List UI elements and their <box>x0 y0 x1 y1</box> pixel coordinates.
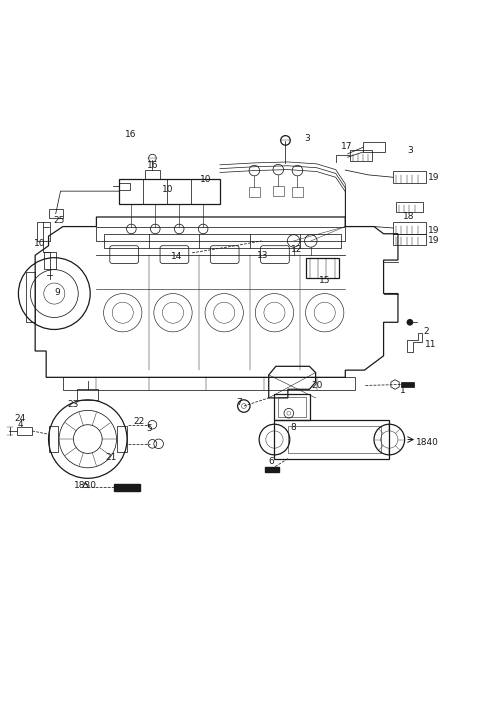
Text: 24: 24 <box>14 414 25 423</box>
Bar <box>292 187 303 197</box>
Bar <box>265 467 279 472</box>
Text: 1830: 1830 <box>74 482 97 491</box>
Bar <box>249 187 260 197</box>
Text: 13: 13 <box>257 251 269 260</box>
Bar <box>120 183 130 190</box>
Bar <box>77 390 98 400</box>
Text: 10: 10 <box>161 185 173 194</box>
Bar <box>396 201 423 212</box>
Text: 19: 19 <box>428 237 440 246</box>
Text: 19: 19 <box>428 173 440 183</box>
Text: 21: 21 <box>105 453 117 462</box>
Text: 20: 20 <box>311 381 322 390</box>
Text: 4: 4 <box>18 420 24 429</box>
Bar <box>48 209 63 218</box>
Text: 1: 1 <box>400 385 406 395</box>
Text: 25: 25 <box>53 216 65 225</box>
Text: 6: 6 <box>268 456 274 465</box>
Text: 18: 18 <box>403 211 414 220</box>
Text: 16: 16 <box>125 130 137 139</box>
Bar <box>393 171 426 183</box>
Bar <box>363 143 385 152</box>
Text: 19: 19 <box>428 226 440 235</box>
Bar <box>273 186 284 196</box>
Text: 14: 14 <box>171 252 182 260</box>
Text: 16: 16 <box>147 161 159 170</box>
Bar <box>114 484 141 491</box>
Text: 2: 2 <box>424 327 430 336</box>
Circle shape <box>407 319 413 326</box>
Text: 23: 23 <box>68 400 79 409</box>
Text: 9: 9 <box>54 288 60 297</box>
Bar <box>401 382 414 388</box>
Text: 1840: 1840 <box>416 438 439 447</box>
Text: 10: 10 <box>200 176 211 184</box>
Text: 3: 3 <box>304 133 310 143</box>
Bar <box>118 425 127 453</box>
Bar <box>275 394 311 420</box>
Text: 7: 7 <box>236 398 242 407</box>
Text: 10: 10 <box>34 239 46 249</box>
Bar <box>393 234 426 245</box>
Text: 12: 12 <box>291 245 302 254</box>
Text: 11: 11 <box>425 340 436 349</box>
Bar <box>275 420 389 458</box>
Bar <box>44 253 56 269</box>
Bar <box>17 427 32 435</box>
Bar <box>350 150 372 161</box>
Text: 17: 17 <box>340 142 352 151</box>
Text: 8: 8 <box>291 423 297 432</box>
Text: 15: 15 <box>320 276 331 285</box>
Bar <box>393 223 426 234</box>
Bar <box>288 426 381 453</box>
Text: 22: 22 <box>133 417 144 426</box>
Bar <box>278 397 306 416</box>
Text: 5: 5 <box>146 424 152 433</box>
Bar <box>145 170 159 179</box>
Bar <box>306 258 338 278</box>
Bar <box>36 222 50 241</box>
Text: 3: 3 <box>407 147 413 155</box>
Bar <box>48 425 58 453</box>
